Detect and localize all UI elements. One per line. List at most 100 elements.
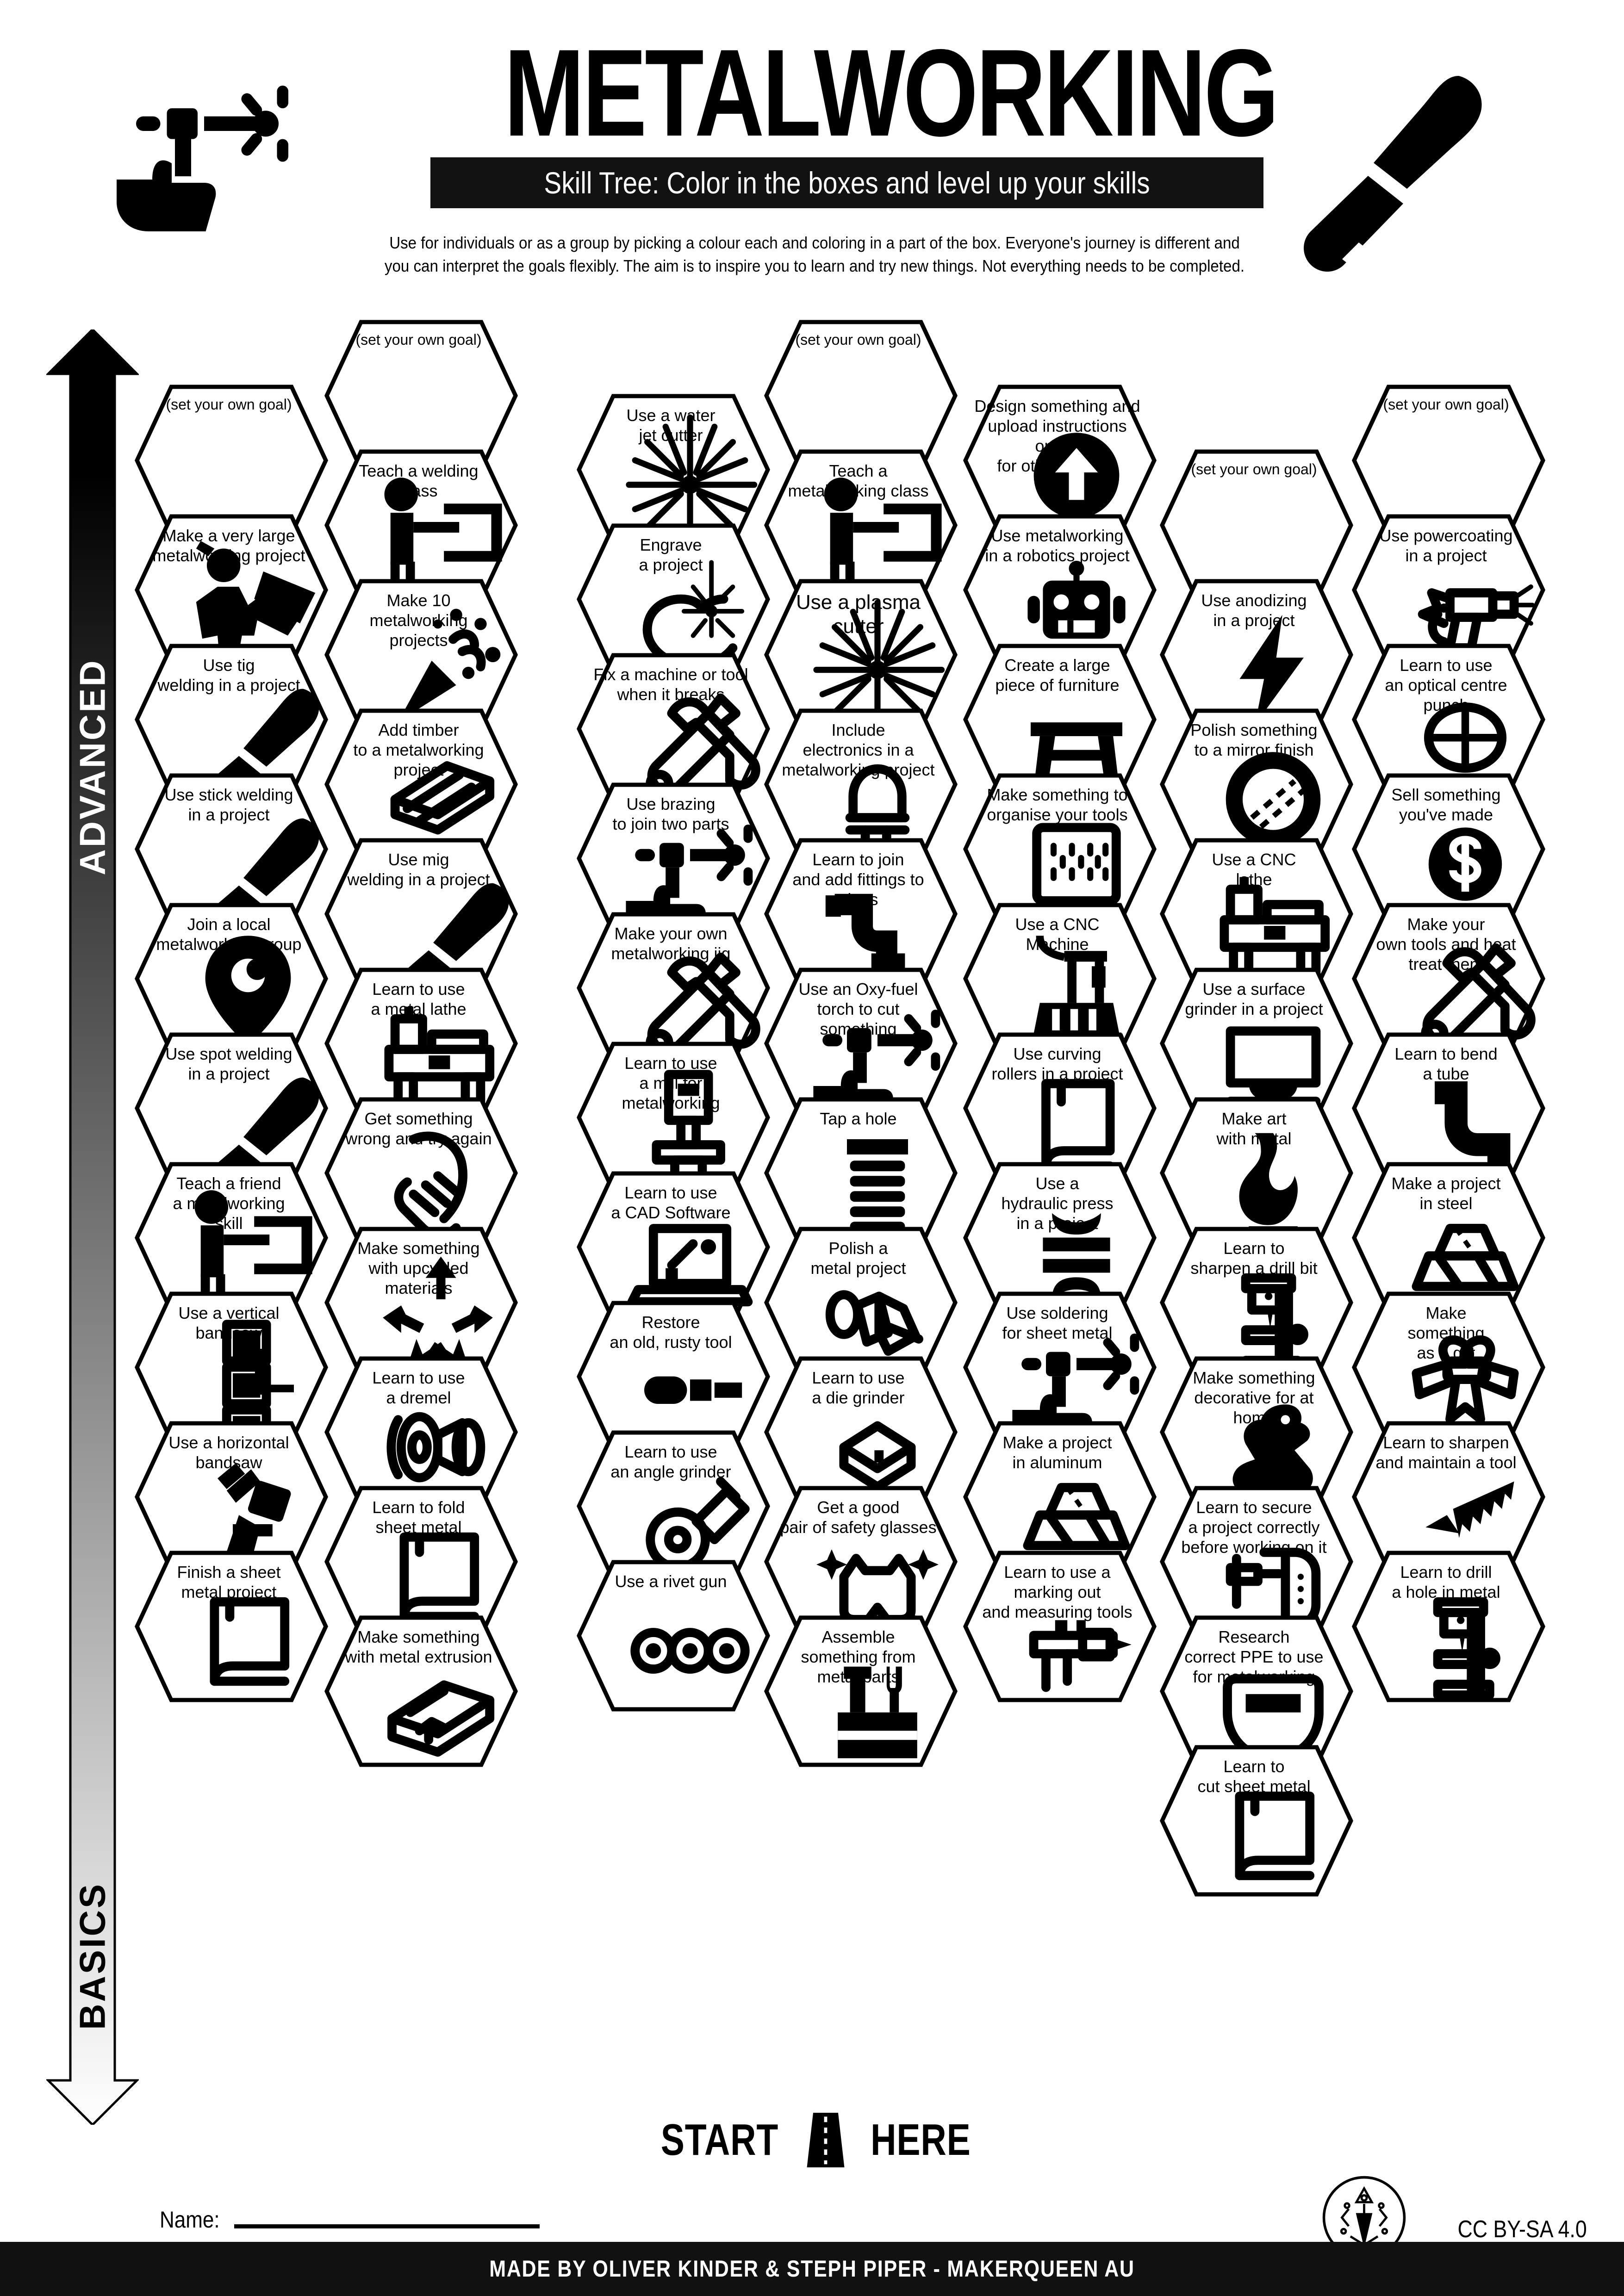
footer-bar: MADE BY OLIVER KINDER & STEPH PIPER - MA… xyxy=(0,2242,1624,2296)
skill-hex-label: Use tig welding in a project xyxy=(157,656,300,695)
skill-hex-c1-r5[interactable]: Join a local metalworking group xyxy=(134,902,329,1055)
skill-hex-label: Learn to use an optical centre punch xyxy=(1385,656,1507,714)
skill-hex-c4-r10[interactable]: Get a good pair of safety glasses xyxy=(764,1485,958,1638)
name-field[interactable]: Name: xyxy=(160,2207,540,2232)
skill-hex-c2-r3[interactable]: Make 10 metalworking projects xyxy=(324,578,518,731)
skill-hex-label: Learn to use a dremel xyxy=(372,1368,465,1407)
skill-hex-label: Use brazing to join two parts xyxy=(612,794,729,833)
skill-hex-c6-r7[interactable]: Learn to sharpen a drill bit xyxy=(1159,1226,1354,1379)
skill-hex-label: Learn to sharpen and maintain a tool xyxy=(1375,1433,1517,1472)
skill-hex-label: Use spot welding in a project xyxy=(165,1044,292,1083)
skill-hex-c2-r11[interactable]: Make something with metal extrusion xyxy=(324,1615,518,1768)
skill-hex-c5-r4[interactable]: Make something to organise your tools xyxy=(963,773,1157,925)
skill-hex-c6-r6[interactable]: Make art with metal xyxy=(1159,1097,1354,1249)
start-word: START xyxy=(660,2115,778,2165)
name-label: Name: xyxy=(160,2207,220,2233)
license-text: CC BY-SA 4.0 xyxy=(1457,2216,1587,2243)
skill-hex-c3-r6[interactable]: Learn to use a mill for metalworking xyxy=(576,1041,771,1195)
skill-hex-c4-r9[interactable]: Learn to use a die grinder xyxy=(764,1356,958,1508)
skill-hex-label: Make 10 metalworking projects xyxy=(369,591,468,650)
skill-hex-c2-r2[interactable]: Teach a welding class xyxy=(324,449,518,602)
skill-hex-c2-r9[interactable]: Learn to use a dremel xyxy=(324,1356,518,1508)
skill-hex-label: (set your own goal) xyxy=(1191,461,1317,478)
skill-hex-label: Learn to bend a tube xyxy=(1394,1044,1498,1083)
skill-hex-label: Make a project in aluminum xyxy=(1002,1433,1112,1472)
skill-hex-c5-r9[interactable]: Make a project in aluminum xyxy=(963,1421,1157,1573)
skill-hex-c6-r1[interactable]: (set your own goal) xyxy=(1159,449,1354,602)
skill-hex-label: (set your own goal) xyxy=(795,331,921,348)
skill-hex-label: Learn to join and add fittings to pipes xyxy=(792,850,924,909)
skill-hex-c2-r4[interactable]: Add timber to a metalworking project xyxy=(324,708,518,861)
skill-hex-label: Learn to use a CAD Software xyxy=(611,1183,731,1222)
skill-hex-c7-r10[interactable]: Learn to drill a hole in metal xyxy=(1351,1550,1546,1703)
skill-hex-c3-r2[interactable]: Engrave a project xyxy=(576,523,771,676)
skill-hex-c7-r5[interactable]: Make your own tools and heat treat them xyxy=(1351,902,1546,1055)
skill-hex-label: Use anodizing in a project xyxy=(1201,591,1307,630)
skill-hex-label: Include electronics in a metalworking proj… xyxy=(782,720,935,779)
subtitle-text: Skill Tree: Color in the boxes and level… xyxy=(544,166,1150,200)
start-here-marker: START HERE xyxy=(639,2110,990,2170)
skill-hex-c7-r8[interactable]: Make something as a gift xyxy=(1351,1291,1546,1444)
skill-hex-label: Make something to organise your tools xyxy=(987,785,1128,824)
skill-hex-c5-r10[interactable]: Learn to use a marking out and measuring t… xyxy=(963,1550,1157,1703)
skill-hex-label: Use stick welding in a project xyxy=(164,785,293,824)
name-input-blank[interactable] xyxy=(234,2224,540,2228)
skill-hex-label: Use a CNC Machine xyxy=(1015,915,1100,954)
skill-hex-label: Create a large piece of furniture xyxy=(995,656,1120,695)
poster-header: METALWORKING Skill Tree: Color in the bo… xyxy=(0,0,1624,296)
skill-hex-label: Make a very large metalworking project xyxy=(152,526,305,565)
skill-hex-label: Get something wrong and try again xyxy=(345,1109,492,1148)
skill-hex-c1-r10[interactable]: Finish a sheet metal project xyxy=(134,1550,329,1703)
skill-hex-c1-r7[interactable]: Teach a friend a metalworking skill xyxy=(134,1161,329,1314)
skill-hex-label: Restore an old, rusty tool xyxy=(610,1313,732,1352)
skill-hex-label: Sell something you've made xyxy=(1391,785,1501,824)
page-title: METALWORKING xyxy=(504,23,1279,162)
skill-hex-label: Use metalworking in a robotics project xyxy=(985,526,1130,565)
skill-hex-label: Learn to use a die grinder xyxy=(812,1368,905,1407)
skill-hex-c6-r8[interactable]: Make something decorative for at home xyxy=(1159,1356,1354,1508)
skill-hex-c4-r11[interactable]: Assemble something from metal parts xyxy=(764,1615,958,1768)
skill-hex-c3-r7[interactable]: Learn to use a CAD Software xyxy=(576,1171,771,1323)
skill-hex-c6-r2[interactable]: Use anodizing in a project xyxy=(1159,578,1354,731)
skill-hex-label: (set your own goal) xyxy=(355,331,482,348)
skill-hex-label: Teach a friend a metalworking skill xyxy=(173,1174,285,1233)
skill-hex-label: Assemble something from metal parts xyxy=(801,1627,916,1686)
skill-hex-c6-r4[interactable]: Use a CNC lathe xyxy=(1159,838,1354,990)
skill-hex-c1-r4[interactable]: Use stick welding in a project xyxy=(134,773,329,936)
credit-text: MADE BY OLIVER KINDER & STEPH PIPER - MA… xyxy=(489,2256,1135,2282)
skill-hex-c7-r3[interactable]: Learn to use an optical centre punch xyxy=(1351,643,1546,796)
skill-hex-label: Tap a hole xyxy=(820,1109,897,1128)
skill-hex-label: Learn to use an angle grinder xyxy=(610,1442,731,1481)
skill-hex-c3-r10[interactable]: Use a rivet gun xyxy=(576,1559,771,1712)
skill-hex-label: Use mig welding in a project xyxy=(347,850,490,889)
skill-hex-label: Learn to sharpen a drill bit xyxy=(1190,1239,1318,1278)
hand-spray-gun-icon xyxy=(113,53,308,231)
skill-hex-label: Learn to use a marking out and measuring t… xyxy=(982,1563,1132,1621)
skill-hex-label: Get a good pair of safety glasses xyxy=(780,1498,937,1537)
skill-hex-c7-r6[interactable]: Learn to bend a tube xyxy=(1351,1032,1546,1185)
skill-hex-label: Learn to secure a project correctly before… xyxy=(1181,1498,1327,1557)
skill-hex-c7-r2[interactable]: Use powercoating in a project xyxy=(1351,514,1546,666)
skill-hex-c4-r2[interactable]: Teach a metalworking class xyxy=(764,449,958,602)
skill-hex-label: Make art with metal xyxy=(1216,1109,1292,1148)
skill-hex-c3-r1[interactable]: Use a water jet cutter xyxy=(576,393,771,546)
skill-hex-c1-r9[interactable]: Use a horizontal bandsaw xyxy=(134,1421,329,1573)
skill-hex-c6-r11[interactable]: Learn to cut sheet metal xyxy=(1159,1744,1354,1897)
skill-hex-label: Make something with metal extrusion xyxy=(345,1627,492,1666)
skill-hex-c1-r1[interactable]: (set your own goal) xyxy=(134,384,329,537)
difficulty-axis: ADVANCED BASICS xyxy=(46,329,139,2125)
skill-hex-c7-r7[interactable]: Make a project in steel xyxy=(1351,1161,1546,1314)
skill-hex-c2-r7[interactable]: Get something wrong and try again xyxy=(324,1097,518,1249)
skill-hex-label: Use a rivet gun xyxy=(615,1572,727,1591)
skill-hex-c4-r8[interactable]: Polish a metal project xyxy=(764,1226,958,1379)
skill-hex-label: Make your own metalworking jig xyxy=(611,924,731,963)
skill-hex-c3-r3[interactable]: Fix a machine or tool when it breaks xyxy=(576,652,771,805)
skill-hex-c6-r9[interactable]: Learn to secure a project correctly before… xyxy=(1159,1485,1354,1638)
skill-hex-label: Use powercoating in a project xyxy=(1379,526,1513,565)
skill-hex-c2-r1[interactable]: (set your own goal) xyxy=(324,319,518,472)
skill-hex-label: Teach a metalworking class xyxy=(788,461,929,500)
skill-hex-c5-r2[interactable]: Use metalworking in a robotics project xyxy=(963,514,1157,666)
skill-hex-label: Polish a metal project xyxy=(810,1239,906,1278)
